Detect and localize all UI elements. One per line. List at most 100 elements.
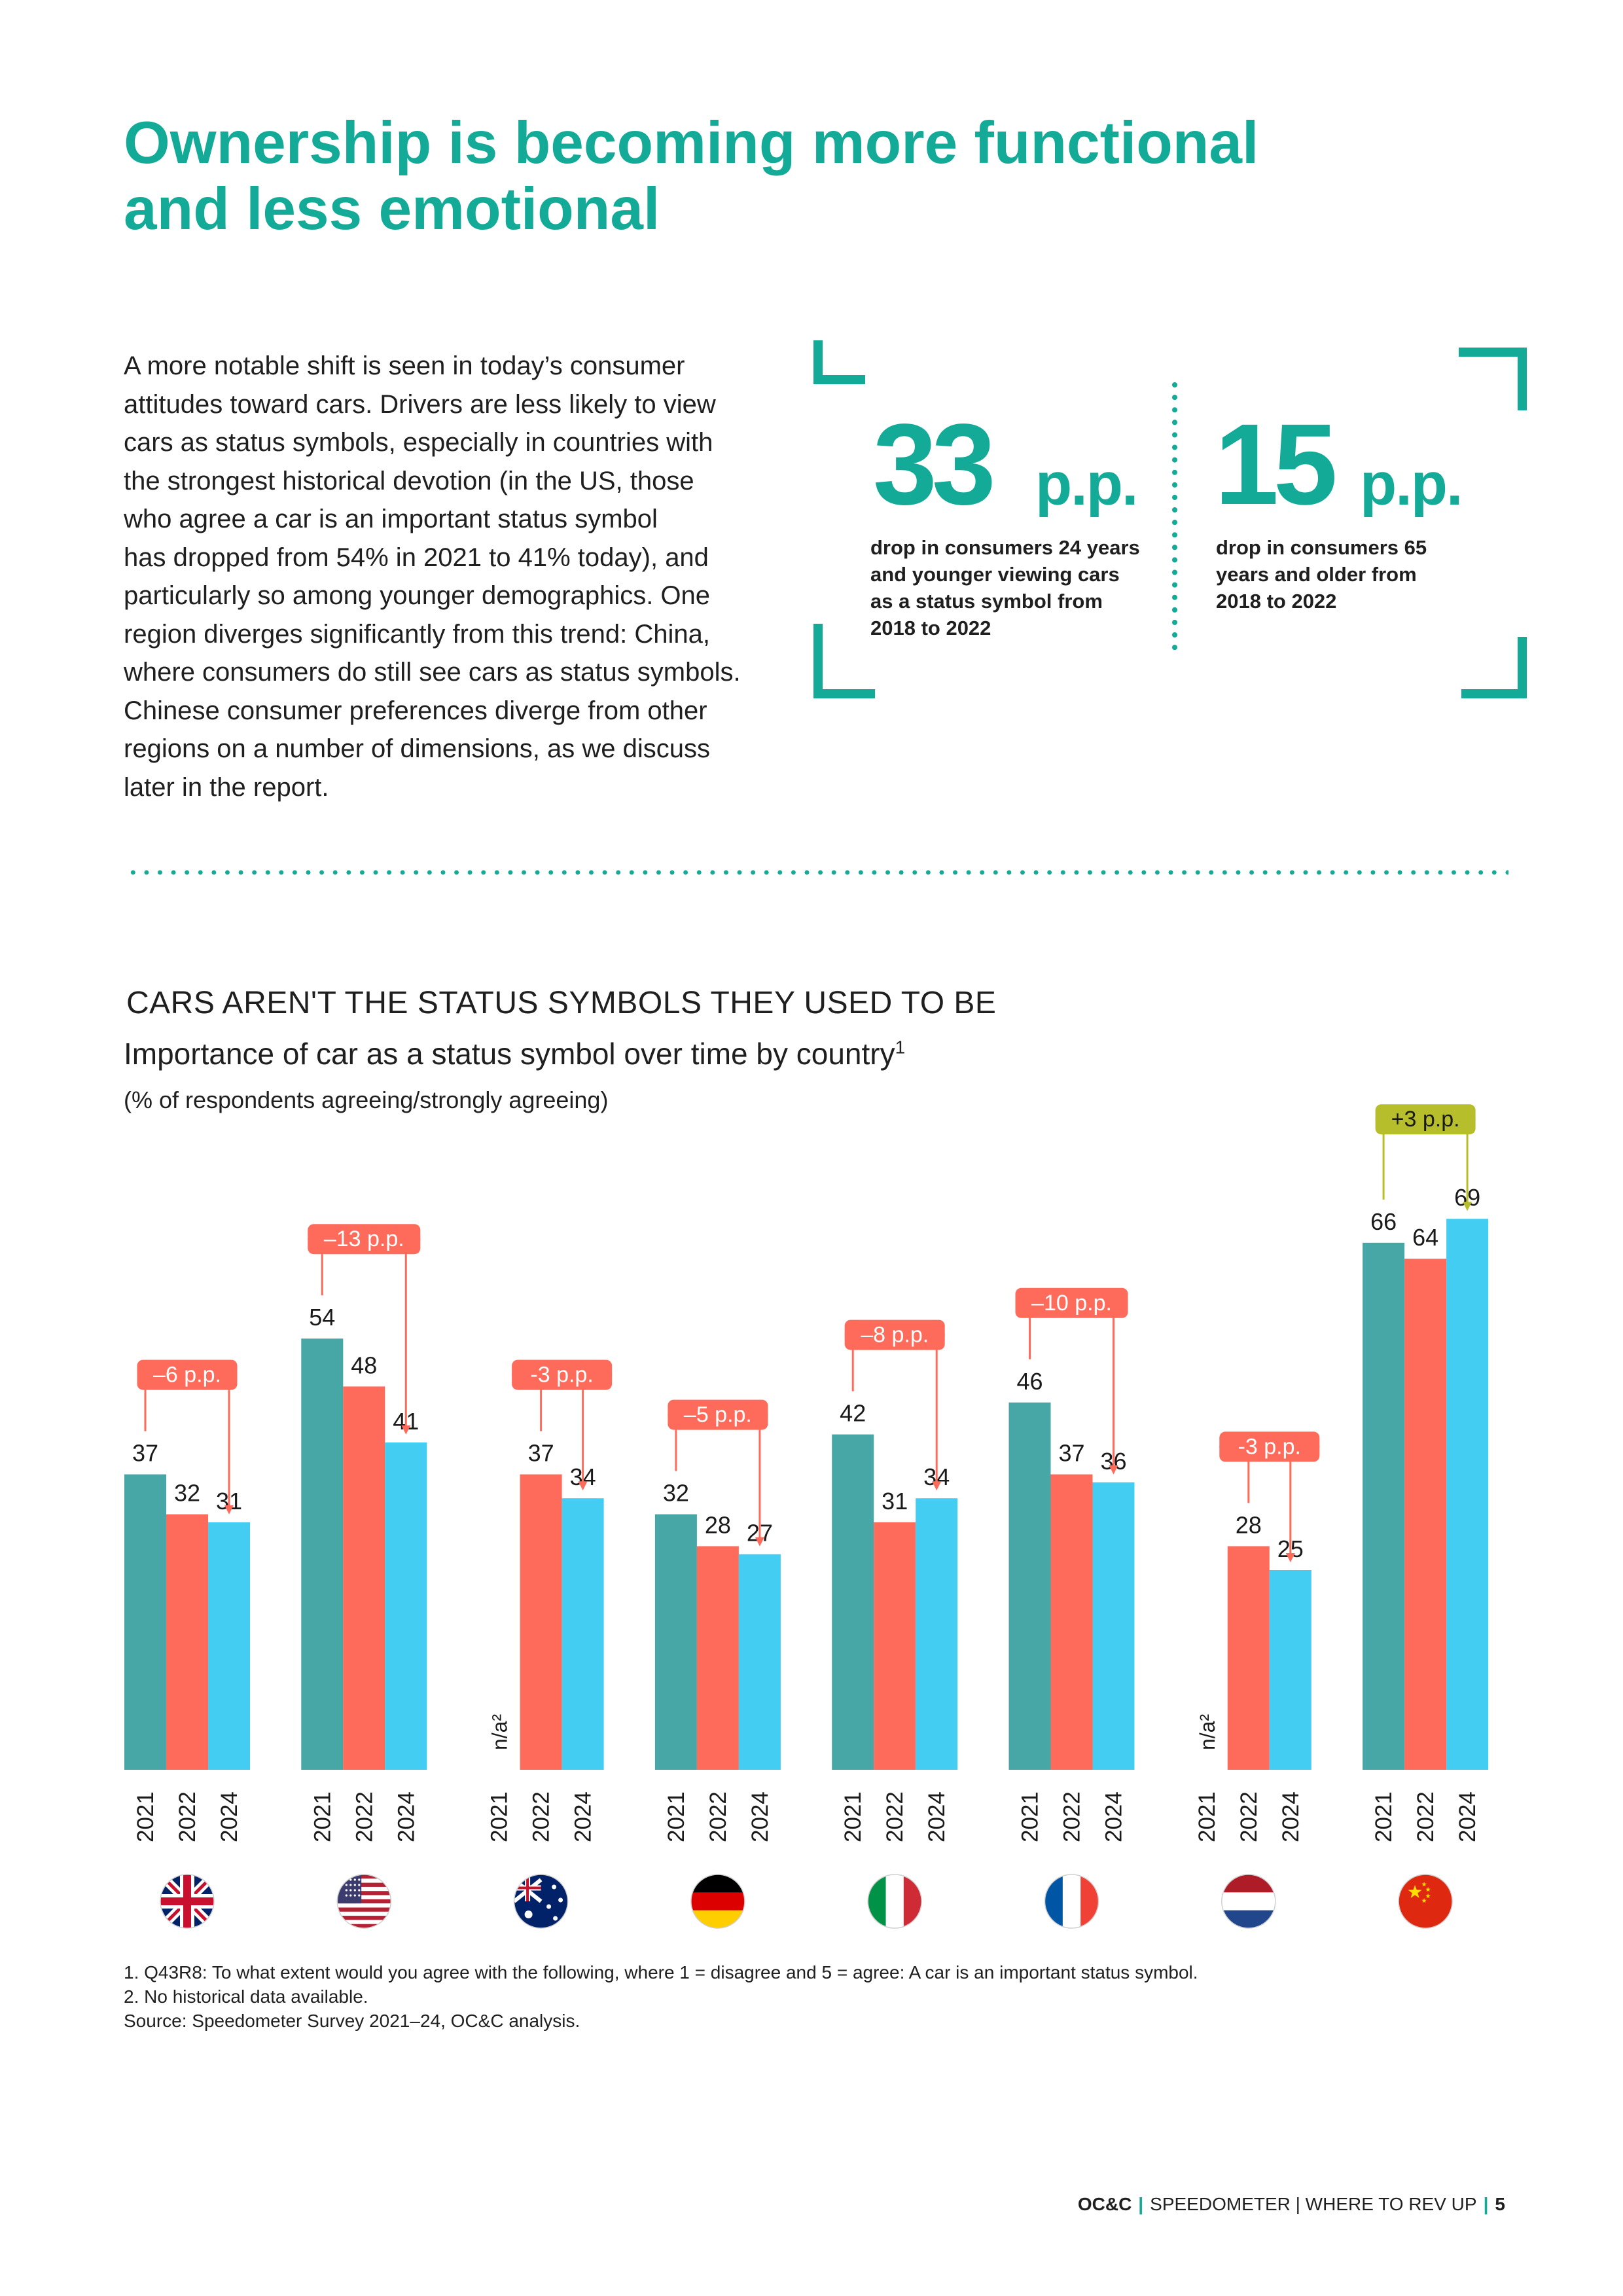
heading-line: Ownership is becoming more functional — [124, 110, 1259, 176]
change-badge — [668, 1399, 768, 1430]
uk-flag-icon — [160, 1874, 214, 1928]
value-label: 48 — [351, 1352, 377, 1378]
change-badge — [512, 1359, 613, 1390]
corner-brackets — [813, 340, 1527, 698]
year-tick-label: 2021 — [1194, 1791, 1220, 1842]
bracket-top-left — [813, 340, 865, 384]
change-badge-label: –5 p.p. — [684, 1403, 752, 1427]
year-tick-label: 2022 — [705, 1791, 731, 1842]
footnote-2: 2. No historical data available. — [124, 1986, 368, 2007]
bar-2021 — [832, 1434, 874, 1770]
year-tick-label: 2021 — [133, 1791, 158, 1842]
stat-caption: drop in consumers 24 years and younger v… — [870, 534, 1140, 641]
us-flag-icon — [337, 1874, 391, 1928]
arrow-down-icon — [224, 1505, 234, 1515]
stat-value: 33 — [873, 401, 996, 529]
year-tick-label: 2021 — [1371, 1791, 1397, 1842]
source-note: Source: Speedometer Survey 2021–24, OC&C… — [124, 2011, 580, 2031]
china-flag-icon — [1399, 1874, 1453, 1928]
flag-outline — [867, 1874, 922, 1929]
change-badge — [137, 1359, 238, 1390]
footer-brand: OC&C — [1077, 2194, 1132, 2214]
bar-2021 — [1363, 1242, 1405, 1770]
bar-2024 — [562, 1498, 604, 1770]
footer-section: SPEEDOMETER | WHERE TO REV UP — [1150, 2194, 1477, 2214]
bar-2024 — [385, 1442, 427, 1770]
bar-2024 — [738, 1554, 781, 1770]
arrow-down-icon — [1463, 1202, 1472, 1211]
bracket-bottom-right — [1461, 637, 1527, 698]
intro-line: attitudes toward cars. Drivers are less … — [124, 389, 716, 419]
bar-2022 — [166, 1514, 208, 1770]
footnote-1: 1. Q43R8: To what extent would you agree… — [124, 1962, 1198, 1982]
bar-2021 — [654, 1514, 697, 1770]
change-badge — [1015, 1287, 1128, 1318]
bar-2022 — [696, 1546, 739, 1770]
intro-line: region diverges significantly from this … — [124, 619, 710, 649]
chart-subtitle-text: Importance of car as a status symbol ove… — [124, 1037, 895, 1071]
footnotes: 1. Q43R8: To what extent would you agree… — [124, 1960, 1198, 2033]
change-badge — [1219, 1431, 1320, 1462]
stat-unit: p.p. — [1360, 451, 1463, 518]
year-tick-label: 2022 — [351, 1791, 377, 1842]
year-tick-label: 2024 — [924, 1791, 950, 1842]
bracket-bottom-left — [813, 624, 875, 698]
stat-caption-line: drop in consumers 24 years — [870, 536, 1140, 559]
bar-2021 — [301, 1338, 344, 1770]
year-tick-label: 2022 — [529, 1791, 554, 1842]
arrow-down-icon — [578, 1481, 588, 1491]
bar-2021 — [1008, 1402, 1051, 1770]
change-badge — [844, 1319, 945, 1350]
change-connector — [404, 1238, 421, 1431]
arrow-down-icon — [1109, 1465, 1118, 1475]
stat-caption-line: as a status symbol from — [870, 590, 1103, 613]
flag-outline — [1044, 1874, 1099, 1929]
footer-separator: | — [1138, 2194, 1144, 2214]
bracket-top-right — [1459, 348, 1527, 410]
bar-2022 — [520, 1474, 562, 1770]
stat-unit: p.p. — [1035, 451, 1139, 518]
australia-flag-icon — [514, 1874, 568, 1928]
flag-outline — [160, 1874, 215, 1929]
chart-subtitle: Importance of car as a status symbol ove… — [124, 1036, 905, 1071]
intro-line: has dropped from 54% in 2021 to 41% toda… — [124, 543, 709, 572]
year-tick-label: 2021 — [310, 1791, 335, 1842]
stat-caption-line: and younger viewing cars — [870, 563, 1120, 586]
intro-line: A more notable shift is seen in today’s … — [124, 351, 685, 380]
key-stats-box: 33 p.p. drop in consumers 24 years and y… — [805, 340, 1538, 713]
bar-2024 — [1092, 1482, 1135, 1770]
change-badge-label: –10 p.p. — [1031, 1291, 1112, 1316]
germany-flag-icon — [690, 1874, 745, 1928]
intro-line: Chinese consumer preferences diverge fro… — [124, 696, 707, 725]
year-tick-label: 2021 — [1018, 1791, 1043, 1842]
bar-2024 — [1269, 1570, 1311, 1770]
value-label: 28 — [1236, 1511, 1262, 1538]
value-label: 46 — [1016, 1368, 1043, 1395]
change-badge-label: –13 p.p. — [324, 1227, 404, 1251]
intro-line: where consumers do still see cars as sta… — [124, 658, 741, 687]
na-label: n/a² — [488, 1714, 512, 1750]
value-label: 37 — [528, 1440, 554, 1467]
arrow-down-icon — [1285, 1553, 1295, 1562]
page-footer: OC&C | SPEEDOMETER | WHERE TO REV UP | 5 — [1078, 2194, 1505, 2215]
bar-2022 — [1050, 1474, 1093, 1770]
stat-caption-line: 2018 to 2022 — [1216, 590, 1337, 613]
value-label: 32 — [174, 1480, 200, 1507]
year-tick-label: 2024 — [747, 1791, 773, 1842]
value-label: 31 — [882, 1488, 908, 1515]
year-tick-label: 2022 — [1060, 1791, 1085, 1842]
intro-line: regions on a number of dimensions, as we… — [124, 734, 711, 763]
heading-line: and less emotional — [124, 176, 660, 242]
stat-caption-line: years and older from — [1216, 563, 1417, 586]
year-tick-label: 2022 — [1236, 1791, 1262, 1842]
change-badge-label: -3 p.p. — [530, 1363, 593, 1388]
year-tick-label: 2022 — [1413, 1791, 1438, 1842]
arrow-down-icon — [755, 1537, 764, 1547]
year-tick-label: 2021 — [487, 1791, 512, 1842]
change-badge — [1375, 1104, 1476, 1135]
intro-line: later in the report. — [124, 772, 329, 802]
bar-2022 — [874, 1522, 916, 1770]
year-tick-label: 2024 — [217, 1791, 242, 1842]
bar-2024 — [208, 1522, 250, 1770]
intro-line: particularly so among younger demographi… — [124, 581, 711, 610]
